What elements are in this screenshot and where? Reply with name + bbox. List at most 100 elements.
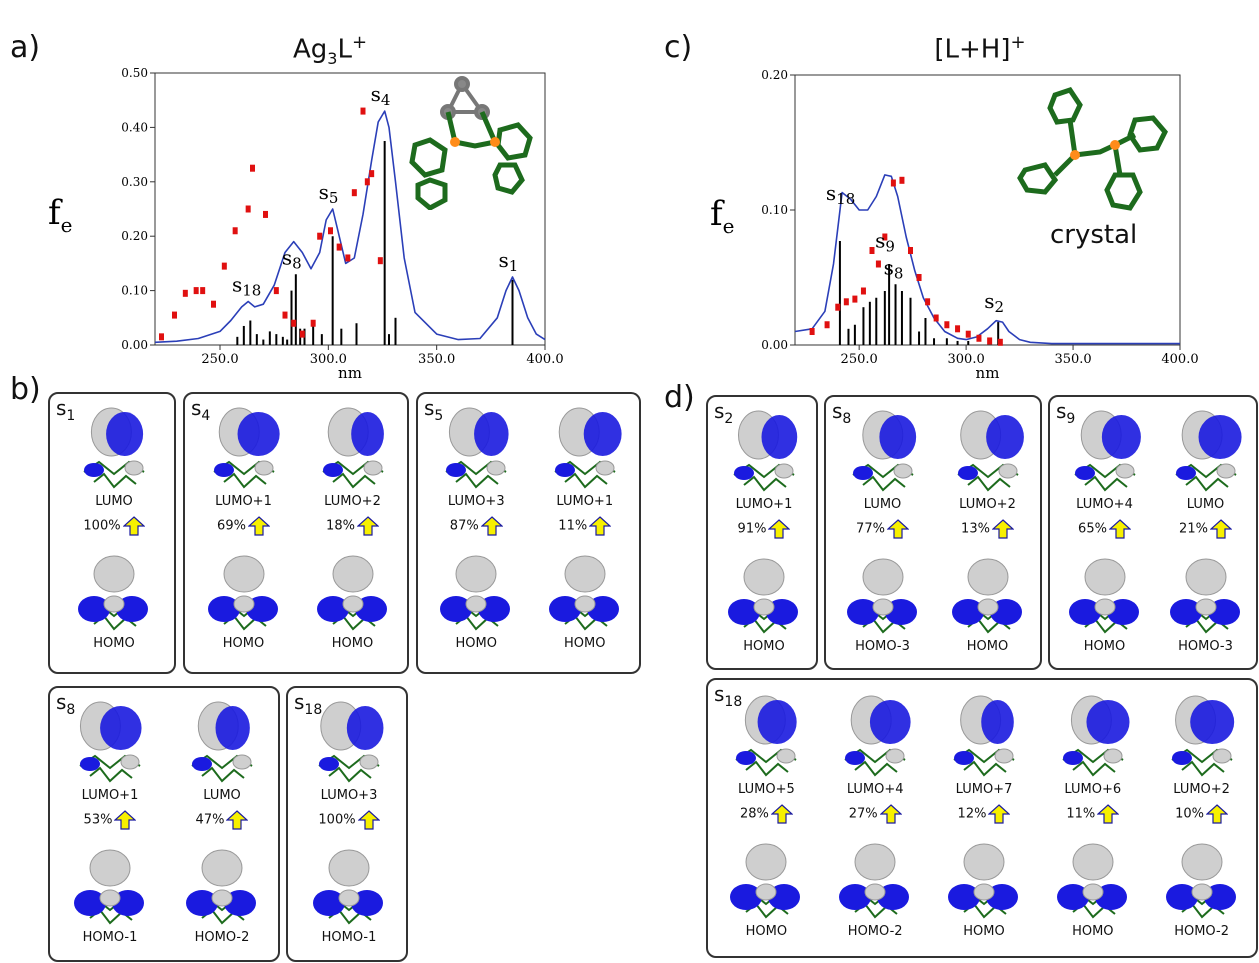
lower-orbital-label: HOMO-1: [321, 930, 377, 945]
lumo-orbital-icon: [844, 695, 911, 777]
state-annotation: s18: [232, 272, 261, 299]
up-arrow-icon: [879, 804, 902, 824]
state-label: s1: [56, 396, 76, 424]
experimental-point: [890, 179, 896, 187]
homo-orbital-icon: [948, 843, 1018, 919]
state-annotation: s18: [826, 181, 855, 208]
experimental-point: [852, 295, 858, 303]
state-label: s8: [56, 690, 76, 718]
y-tick-label: 0.20: [121, 229, 148, 243]
up-arrow-icon: [589, 516, 612, 536]
lower-orbital-label: HOMO: [743, 639, 785, 654]
experimental-point: [250, 164, 255, 172]
homo-orbital-icon: [313, 849, 383, 925]
experimental-point: [955, 325, 961, 333]
transition-percent: 13%: [933, 519, 1043, 539]
homo-orbital-icon: [207, 555, 278, 631]
homo-orbital-icon: [316, 555, 387, 631]
transition-percent: 27%: [820, 804, 930, 824]
state-annotation: s8: [884, 255, 904, 282]
experimental-point: [299, 330, 305, 338]
transition-percent: 91%: [709, 519, 819, 539]
lower-orbital-label: HOMO: [966, 639, 1009, 654]
crystal-label: crystal: [1050, 220, 1138, 250]
panel-b-letter: b): [10, 372, 41, 407]
homo-orbital-icon: [548, 555, 619, 631]
molecule-lh-icon: [1017, 87, 1168, 211]
state-annotation: s8: [282, 245, 302, 272]
x-tick-label: 250.0: [201, 352, 238, 367]
panel-d-transition-box: s9 LUMO+4 65% HOMO LUMO 21% HOMO-3: [1048, 395, 1258, 670]
experimental-point: [200, 287, 206, 295]
upper-orbital-label: LUMO+6: [1064, 782, 1122, 797]
lower-orbital-label: HOMO: [745, 924, 788, 939]
experimental-point: [916, 274, 922, 281]
experimental-point: [193, 287, 199, 295]
lower-orbital-label: HOMO-2: [1174, 924, 1229, 939]
x-axis-label: nm: [338, 364, 362, 382]
homo-orbital-icon: [730, 843, 801, 919]
up-arrow-icon: [122, 516, 145, 536]
lumo-orbital-icon: [321, 407, 384, 489]
homo-orbital-icon: [846, 558, 917, 634]
transition-percent: 11%: [530, 516, 640, 536]
lumo-orbital-icon: [79, 701, 142, 783]
experimental-point: [364, 178, 370, 186]
lumo-orbital-icon: [851, 410, 916, 492]
state-label: s5: [424, 396, 444, 424]
transition-percent: 53%: [55, 810, 165, 830]
x-tick-label: 350.0: [418, 352, 455, 367]
up-arrow-icon: [247, 516, 270, 536]
y-tick-label: 0.20: [761, 68, 788, 82]
experimental-point: [291, 319, 297, 327]
lumo-orbital-icon: [1062, 695, 1130, 777]
state-annotation: s9: [875, 228, 895, 255]
experimental-point: [899, 176, 905, 184]
homo-orbital-icon: [440, 555, 511, 631]
up-arrow-icon: [226, 810, 249, 830]
panel-d-transition-box: s18 LUMO+5 28% HOMO LUMO+4 27% HOMO-2 LUMO+7 12%…: [706, 678, 1258, 958]
transition-percent: 65%: [1050, 519, 1160, 539]
up-arrow-icon: [988, 804, 1011, 824]
lumo-orbital-icon: [191, 701, 253, 783]
experimental-point: [944, 321, 950, 329]
experimental-point: [263, 210, 268, 218]
experimental-point: [159, 333, 164, 341]
state-label: s8: [832, 399, 852, 427]
panel-d-transition-box: s8 LUMO 77% HOMO-3 LUMO+2 13% HOMO: [824, 395, 1042, 670]
upper-orbital-label: LUMO+2: [324, 494, 381, 509]
lower-orbital-label: HOMO: [455, 636, 497, 651]
lumo-orbital-icon: [953, 695, 1015, 777]
upper-orbital-label: LUMO: [95, 494, 133, 509]
panel-c-letter: c): [664, 30, 693, 65]
up-arrow-icon: [356, 516, 379, 536]
y-tick-label: 0.10: [761, 203, 788, 217]
homo-orbital-icon: [1165, 843, 1236, 919]
lower-orbital-label: HOMO: [331, 636, 374, 651]
y-axis-label: fe: [48, 193, 72, 237]
lower-orbital-label: HOMO-2: [194, 930, 250, 945]
transition-percent: 69%: [189, 516, 299, 536]
experimental-point: [965, 330, 971, 338]
experimental-point: [273, 287, 279, 295]
transition-percent: 12%: [929, 804, 1039, 824]
y-axis-label-sub: e: [61, 213, 73, 237]
upper-orbital-label: LUMO: [203, 788, 241, 803]
lower-orbital-label: HOMO: [564, 636, 606, 651]
homo-orbital-icon: [78, 555, 148, 631]
x-tick-label: 250.0: [841, 352, 878, 367]
lower-orbital-label: HOMO: [963, 924, 1005, 939]
state-annotation: s5: [319, 180, 339, 207]
experimental-point: [997, 338, 1003, 346]
experimental-point: [869, 247, 875, 254]
y-tick-label: 0.00: [121, 338, 148, 352]
up-arrow-icon: [357, 810, 380, 830]
up-arrow-icon: [991, 519, 1014, 539]
up-arrow-icon: [1209, 519, 1232, 539]
lumo-orbital-icon: [318, 701, 384, 783]
chart-a: 0.00 0.10 0.20 0.30 0.40 0.50 250.0 300.0 350.0 4…: [48, 66, 564, 382]
up-arrow-icon: [1108, 519, 1131, 539]
experimental-point: [377, 257, 383, 265]
upper-orbital-label: LUMO+1: [81, 788, 139, 803]
panel-d-transition-box: s2 LUMO+1 91% HOMO: [706, 395, 818, 670]
